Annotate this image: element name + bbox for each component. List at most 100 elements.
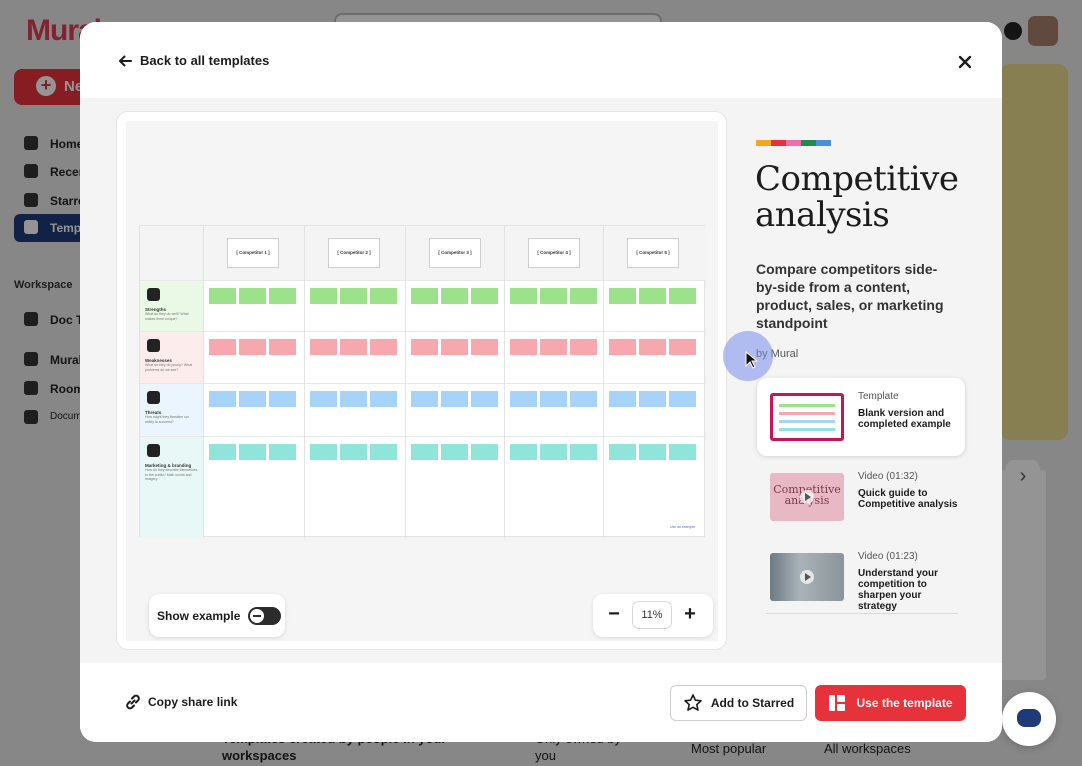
modal-footer: Copy share link Add to Starred Use the t… xyxy=(80,663,1002,742)
add-to-starred-label: Add to Starred xyxy=(710,696,795,710)
resource-type: Video (01:32) xyxy=(858,471,918,482)
sticky-note xyxy=(239,444,266,460)
sticky-note xyxy=(540,339,567,355)
sticky-note xyxy=(441,391,468,407)
workspace-heading: Workspace xyxy=(14,279,73,291)
sticky-note xyxy=(570,391,597,407)
star-icon xyxy=(684,694,702,711)
sticky-note xyxy=(609,444,636,460)
color-bar-segment xyxy=(816,140,831,146)
row-icon xyxy=(147,391,160,404)
sticky-note xyxy=(269,444,296,460)
chat-icon[interactable] xyxy=(1002,692,1056,746)
sticky-note xyxy=(411,288,438,304)
template-icon xyxy=(829,695,846,711)
row-divider xyxy=(140,280,706,281)
user-avatar[interactable] xyxy=(1028,16,1058,46)
color-bar-segment xyxy=(771,140,786,146)
use-template-button[interactable]: Use the template xyxy=(815,685,966,721)
sticky-note xyxy=(510,339,537,355)
sticky-note xyxy=(269,339,296,355)
template-thumbnail xyxy=(770,393,844,441)
template-description: Compare competitors side-by-side from a … xyxy=(756,261,944,331)
sticky-note xyxy=(370,444,397,460)
column-divider xyxy=(405,226,406,538)
sidebar-item-workspace[interactable]: Doc T xyxy=(14,306,94,332)
sidebar-item-recent[interactable]: Recen xyxy=(14,158,94,184)
close-icon[interactable] xyxy=(956,53,974,71)
copy-share-link-label: Copy share link xyxy=(148,695,238,709)
sticky-note xyxy=(209,444,236,460)
sort-select[interactable]: Most popular xyxy=(691,741,767,756)
sticky-note xyxy=(209,288,236,304)
template-card xyxy=(1000,470,1046,680)
sticky-note xyxy=(609,288,636,304)
column-divider xyxy=(203,226,204,538)
sticky-note xyxy=(510,288,537,304)
play-icon xyxy=(800,570,814,584)
color-bar-segment xyxy=(756,140,771,146)
template-board: Strengths What do they do well? What make… xyxy=(139,225,706,538)
color-bar-segment xyxy=(801,140,816,146)
sticky-note xyxy=(570,444,597,460)
sticky-note xyxy=(269,288,296,304)
board-header xyxy=(140,226,706,280)
back-button[interactable]: Back to all templates xyxy=(118,53,269,68)
show-example-toggle[interactable] xyxy=(248,606,282,625)
competitor-header: [ Competitor 1 ] xyxy=(227,238,279,268)
workspace-select[interactable]: All workspaces xyxy=(824,741,911,756)
sticky-note xyxy=(639,444,666,460)
resource-video-understand[interactable]: Video (01:23) Understand your competitio… xyxy=(757,538,965,616)
resource-title: Understand your competition to sharpen y… xyxy=(858,568,939,612)
featured-banner xyxy=(1000,64,1068,440)
zoom-in-button[interactable]: + xyxy=(684,603,696,625)
add-to-starred-button[interactable]: Add to Starred xyxy=(670,685,807,721)
zoom-out-button[interactable]: − xyxy=(608,603,620,625)
sticky-note xyxy=(441,444,468,460)
sticky-note xyxy=(441,339,468,355)
resource-video-quick-guide[interactable]: Competitive analysis Video (01:32) Quick… xyxy=(757,458,965,536)
row-label: Weaknesses What do they do poorly? What p… xyxy=(140,331,203,383)
resource-type: Video (01:23) xyxy=(858,551,918,562)
sticky-note xyxy=(411,339,438,355)
row-title: Threats xyxy=(145,410,162,415)
template-modal: Back to all templates Strengths What do t… xyxy=(80,22,1002,742)
sticky-note xyxy=(239,391,266,407)
resource-template[interactable]: Template Blank version and completed exa… xyxy=(757,378,965,456)
row-icon xyxy=(147,444,160,457)
row-subtitle: How do they describe themselves to the p… xyxy=(145,468,198,481)
zoom-control: − 11% + xyxy=(593,594,713,637)
copy-share-link-button[interactable]: Copy share link xyxy=(124,693,237,711)
column-divider xyxy=(304,226,305,538)
back-label: Back to all templates xyxy=(140,53,270,68)
video-thumbnail: Competitive analysis xyxy=(770,473,844,521)
sticky-note xyxy=(669,339,696,355)
chevron-right-icon[interactable]: › xyxy=(1006,460,1040,492)
sticky-note xyxy=(669,444,696,460)
sidebar-item-rooms[interactable]: Room xyxy=(14,375,94,401)
row-title: Marketing & branding xyxy=(145,463,192,468)
modal-header: Back to all templates xyxy=(80,22,1002,98)
sticky-note xyxy=(639,288,666,304)
mouse-pointer-icon xyxy=(745,351,759,369)
sticky-note xyxy=(310,288,337,304)
sticky-note xyxy=(609,339,636,355)
sticky-note xyxy=(269,391,296,407)
sidebar-item-starred[interactable]: Starre xyxy=(14,187,94,213)
divider xyxy=(766,613,958,614)
color-bar xyxy=(756,140,831,146)
sticky-note xyxy=(540,288,567,304)
sticky-note xyxy=(411,444,438,460)
template-preview: Strengths What do they do well? What make… xyxy=(116,111,727,650)
sticky-note xyxy=(209,391,236,407)
sticky-note xyxy=(239,339,266,355)
sticky-note xyxy=(471,444,498,460)
sticky-note xyxy=(540,391,567,407)
sidebar-item-home[interactable]: Home xyxy=(14,130,94,156)
help-icon[interactable] xyxy=(1004,22,1022,40)
preview-canvas[interactable]: Strengths What do they do well? What make… xyxy=(126,121,718,641)
row-label: Threats How might they threaten our abili… xyxy=(140,383,203,436)
sidebar-item-docs[interactable]: Docum xyxy=(14,404,94,430)
show-example-label: Show example xyxy=(157,608,241,623)
sidebar-item-murals[interactable]: Mural xyxy=(14,346,94,372)
